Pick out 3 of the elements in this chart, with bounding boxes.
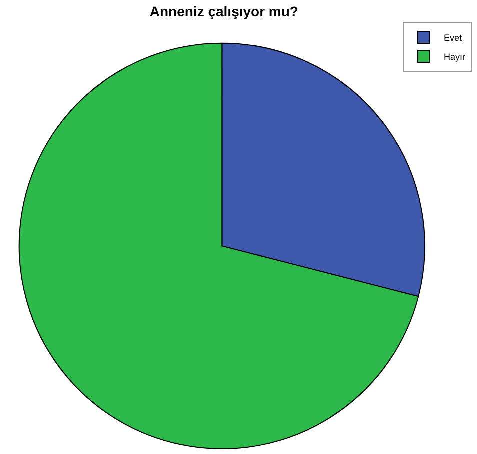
chart-title: Anneniz çalışıyor mu? [150, 4, 298, 20]
legend-label: Evet [444, 33, 463, 44]
legend-label: Hayır [444, 52, 466, 62]
